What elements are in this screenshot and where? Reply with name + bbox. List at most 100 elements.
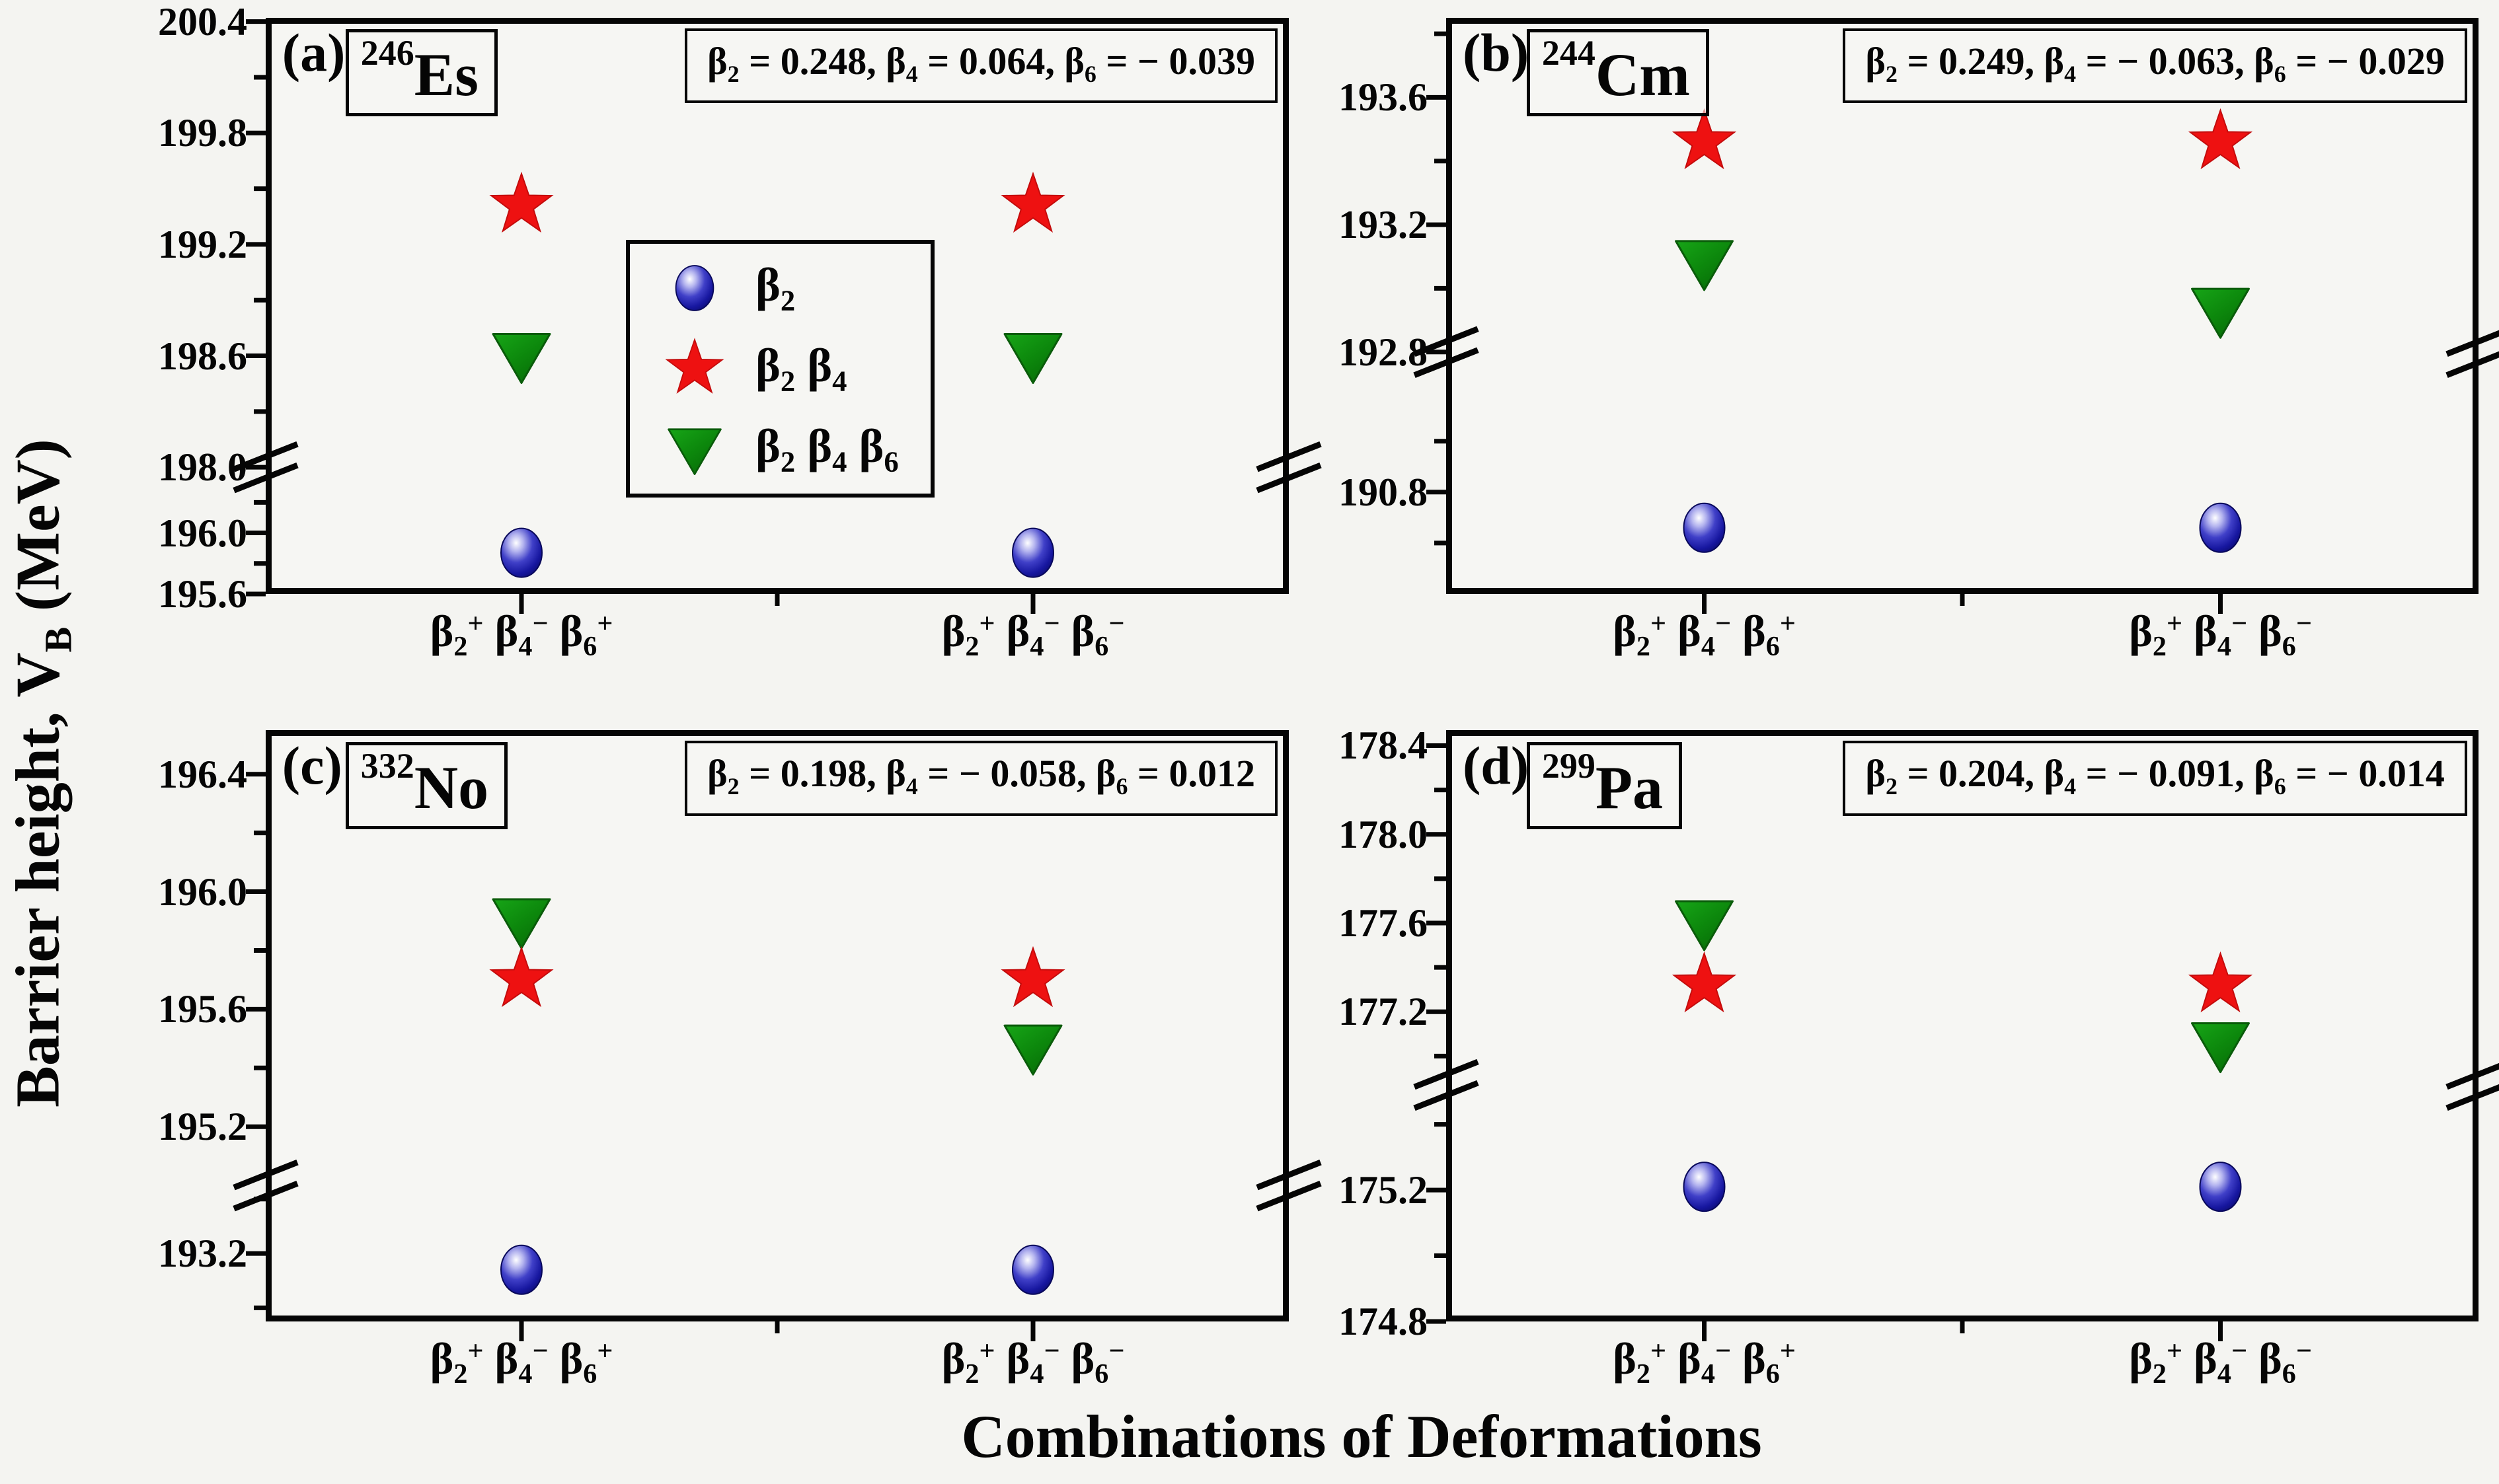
deformation-annotation-b: β2 = 0.249, β4 = − 0.063, β6 = − 0.029 <box>1843 28 2467 104</box>
rich-sup: − <box>2295 607 2312 639</box>
rich-sub: 6 <box>1095 1358 1109 1390</box>
marker-beta2-cat1 <box>500 1244 543 1295</box>
legend-item-beta2-beta4-beta6: β2 β4 β6 <box>630 418 931 481</box>
y-tick-label: 192.8 <box>1338 330 1428 374</box>
x-category-label: β2+ β4− β6− <box>942 609 1125 661</box>
triangle-down-icon <box>663 418 726 481</box>
marker-beta2_beta4_beta6-cat2 <box>2191 287 2250 339</box>
rich-sub: 4 <box>2064 60 2077 87</box>
marker-beta2-cat1 <box>1683 1162 1726 1212</box>
star-icon <box>1001 946 1065 1008</box>
rich-text: = − 0.014 <box>2286 752 2445 796</box>
rich-sub: 2 <box>727 772 740 799</box>
rich-sup: − <box>2231 1335 2247 1366</box>
rich-sup: + <box>2167 607 2183 639</box>
rich-sup: − <box>1108 607 1125 639</box>
rich-text: β <box>2194 606 2217 656</box>
y-tick-label: 198.0 <box>158 445 247 490</box>
y-tick-label: 175.2 <box>1338 1168 1428 1212</box>
rich-text: β <box>707 752 728 796</box>
panel-letter-c: (c) <box>282 735 342 796</box>
rich-sub: 6 <box>1095 630 1109 662</box>
sphere-icon <box>663 256 726 320</box>
panel-border <box>1446 730 2479 1321</box>
rich-text <box>1731 606 1742 656</box>
marker-beta2-cat2 <box>1012 1244 1054 1295</box>
star-icon <box>663 337 726 400</box>
rich-sup: + <box>597 607 613 639</box>
y-tick-label: 198.6 <box>158 334 247 378</box>
rich-text <box>484 606 495 656</box>
x-category-label: β2+ β4− β6+ <box>430 1336 613 1388</box>
y-tick-label: 174.8 <box>1338 1300 1428 1343</box>
rich-text: β <box>941 1333 966 1384</box>
axis-break-icon <box>1413 1058 1479 1111</box>
legend-marker-glyph <box>668 428 722 476</box>
rich-sup: + <box>1650 607 1667 639</box>
rich-sub: 6 <box>583 1358 597 1390</box>
star-icon <box>2188 108 2253 170</box>
rich-sup: − <box>1044 1335 1060 1366</box>
rich-sub: 4 <box>832 364 847 398</box>
nuclide-symbol: Cm <box>1595 41 1690 109</box>
nuclide-box-d: 299Pa <box>1526 741 1683 829</box>
panel-border <box>1446 18 2479 594</box>
legend-item-beta2-beta4: β2 β4 <box>630 337 931 400</box>
rich-text: β <box>1742 1333 1766 1384</box>
rich-sub: 2 <box>780 364 796 398</box>
triangle-down-icon <box>668 428 722 476</box>
rich-sup: + <box>979 607 995 639</box>
y-tick-label: 193.6 <box>1338 75 1428 120</box>
legend: β2 β2 β4 β2 β4 β6 <box>625 239 935 498</box>
rich-text <box>995 1333 1007 1384</box>
nuclide-symbol: Es <box>414 41 479 109</box>
x-category-label: β2+ β4− β6− <box>2129 609 2312 661</box>
sphere-icon <box>1012 527 1054 578</box>
sphere-icon <box>675 264 714 311</box>
rich-text: β <box>1613 606 1636 656</box>
rich-text: = 0.204, <box>1897 752 2044 796</box>
rich-text: β <box>1006 1333 1030 1384</box>
rich-sub: 2 <box>2152 630 2167 662</box>
star-icon <box>1672 108 1737 170</box>
rich-text: = 0.064, <box>917 39 1065 83</box>
rich-text <box>1059 1333 1071 1384</box>
rich-text: β <box>1071 606 1095 656</box>
rich-text: β <box>1071 1333 1095 1384</box>
rich-text: = 0.248, <box>739 39 886 83</box>
rich-sub: 6 <box>2282 1358 2296 1390</box>
marker-beta2_beta4_beta6-cat2 <box>1003 333 1063 385</box>
axis-break-icon <box>2445 1062 2499 1111</box>
rich-sup: + <box>597 1335 613 1366</box>
marker-beta2_beta4_beta6-cat2 <box>1003 1024 1063 1076</box>
y-tick-label: 200.4 <box>158 0 247 44</box>
rich-sub: 4 <box>2217 630 2231 662</box>
y-tick-label: 178.0 <box>1338 812 1428 856</box>
y-tick-label: 196.0 <box>158 870 247 914</box>
rich-text: β <box>755 420 781 473</box>
x-category-label: β2+ β4− β6+ <box>1613 1336 1796 1388</box>
rich-text: β <box>886 752 906 796</box>
rich-text <box>2247 606 2258 656</box>
rich-text: β <box>1865 752 1886 796</box>
rich-sub: 6 <box>583 630 597 662</box>
rich-text: β <box>2129 1333 2153 1384</box>
y-tick-label: 195.6 <box>158 987 247 1031</box>
rich-sub: 2 <box>1885 772 1898 799</box>
axis-break-icon <box>1413 326 1479 378</box>
panel-d: (d) 299Pa β2 = 0.204, β4 = − 0.091, β6 =… <box>1338 725 2499 1388</box>
legend-beta2_beta4 <box>665 338 724 394</box>
rich-sub: 2 <box>1885 60 1898 87</box>
rich-sub: 2 <box>780 445 796 478</box>
rich-sub: 4 <box>2217 1358 2231 1390</box>
y-axis-title: Barrier height, VB (MeV) <box>3 439 79 1107</box>
rich-text: β <box>2254 752 2274 796</box>
rich-sub: 6 <box>884 445 899 478</box>
star-icon <box>1001 171 1065 233</box>
triangle-down-icon <box>2191 1022 2250 1074</box>
triangle-down-icon <box>2191 287 2250 339</box>
rich-sub: 6 <box>1084 60 1096 87</box>
rich-sup: + <box>1779 1335 1796 1366</box>
legend-label: β2 β4 <box>755 342 847 396</box>
rich-text: = − 0.091, <box>2076 752 2254 796</box>
